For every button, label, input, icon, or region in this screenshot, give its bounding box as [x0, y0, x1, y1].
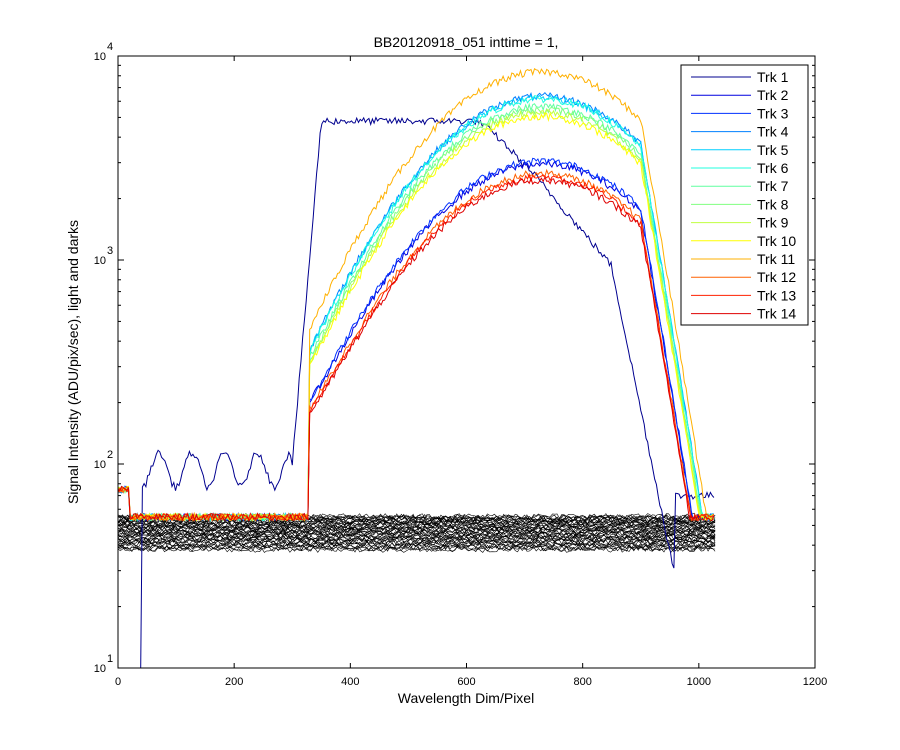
legend-label: Trk 4 — [757, 124, 789, 140]
dark-trace — [117, 531, 716, 538]
y-tick-label: 10 — [94, 459, 106, 471]
y-tick-exponent: 2 — [107, 449, 113, 461]
legend-label: Trk 12 — [757, 269, 796, 285]
series-line-trk-3 — [117, 157, 714, 522]
dark-trace — [117, 535, 716, 543]
legend-label: Trk 1 — [757, 69, 789, 85]
dark-trace — [117, 540, 716, 547]
legend-label: Trk 6 — [757, 160, 789, 176]
legend-box — [680, 64, 809, 326]
series-line-trk-7 — [117, 102, 715, 522]
legend-label: Trk 14 — [757, 306, 796, 322]
series-layer — [117, 68, 716, 669]
y-tick-exponent: 4 — [107, 41, 113, 53]
y-tick-label: 10 — [94, 663, 106, 675]
series-line-trk-1 — [118, 116, 715, 669]
y-tick-label: 10 — [94, 255, 106, 267]
dark-trace — [117, 543, 716, 550]
legend: Trk 1 Trk 2 Trk 3 Trk 4 Trk 5 Trk 6 Trk 7 Trk 8… — [680, 64, 809, 326]
x-tick-label: 200 — [225, 676, 243, 688]
series-line-trk-9 — [117, 109, 715, 522]
series-line-trk-6 — [117, 95, 715, 523]
series-line-trk-14 — [117, 175, 715, 522]
series-line-trk-4 — [117, 91, 714, 523]
series-line-trk-10 — [117, 111, 715, 523]
y-tick-exponent: 3 — [107, 245, 113, 257]
dark-trace — [117, 541, 716, 548]
legend-label: Trk 5 — [757, 142, 789, 158]
x-tick-label: 0 — [115, 676, 121, 688]
series-line-trk-11 — [117, 68, 715, 523]
legend-label: Trk 8 — [757, 196, 789, 212]
y-tick-label: 10 — [94, 51, 106, 63]
legend-label: Trk 3 — [757, 105, 789, 121]
series-line-trk-8 — [117, 106, 715, 523]
x-tick-label: 800 — [573, 676, 591, 688]
series-line-trk-12 — [117, 168, 715, 522]
series-line-trk-5 — [117, 94, 715, 522]
y-tick-exponent: 1 — [107, 653, 113, 665]
series-line-trk-2 — [117, 159, 715, 523]
dark-trace — [117, 521, 716, 529]
legend-label: Trk 7 — [757, 178, 789, 194]
y-axis-label: Signal Intensity (ADU/pix/sec), light an… — [65, 220, 81, 504]
legend-label: Trk 2 — [757, 87, 789, 103]
x-axis-label: Wavelength Dim/Pixel — [398, 690, 534, 706]
legend-label: Trk 13 — [757, 287, 796, 303]
legend-label: Trk 9 — [757, 215, 789, 231]
dark-trace — [117, 546, 716, 553]
x-tick-label: 400 — [341, 676, 359, 688]
x-tick-label: 600 — [457, 676, 475, 688]
legend-label: Trk 11 — [757, 251, 795, 267]
x-tick-label: 1200 — [803, 676, 827, 688]
x-tick-label: 1000 — [687, 676, 711, 688]
chart-title: BB20120918_051 inttime = 1, — [374, 34, 559, 50]
series-line-trk-13 — [117, 172, 715, 522]
legend-label: Trk 10 — [757, 233, 796, 249]
